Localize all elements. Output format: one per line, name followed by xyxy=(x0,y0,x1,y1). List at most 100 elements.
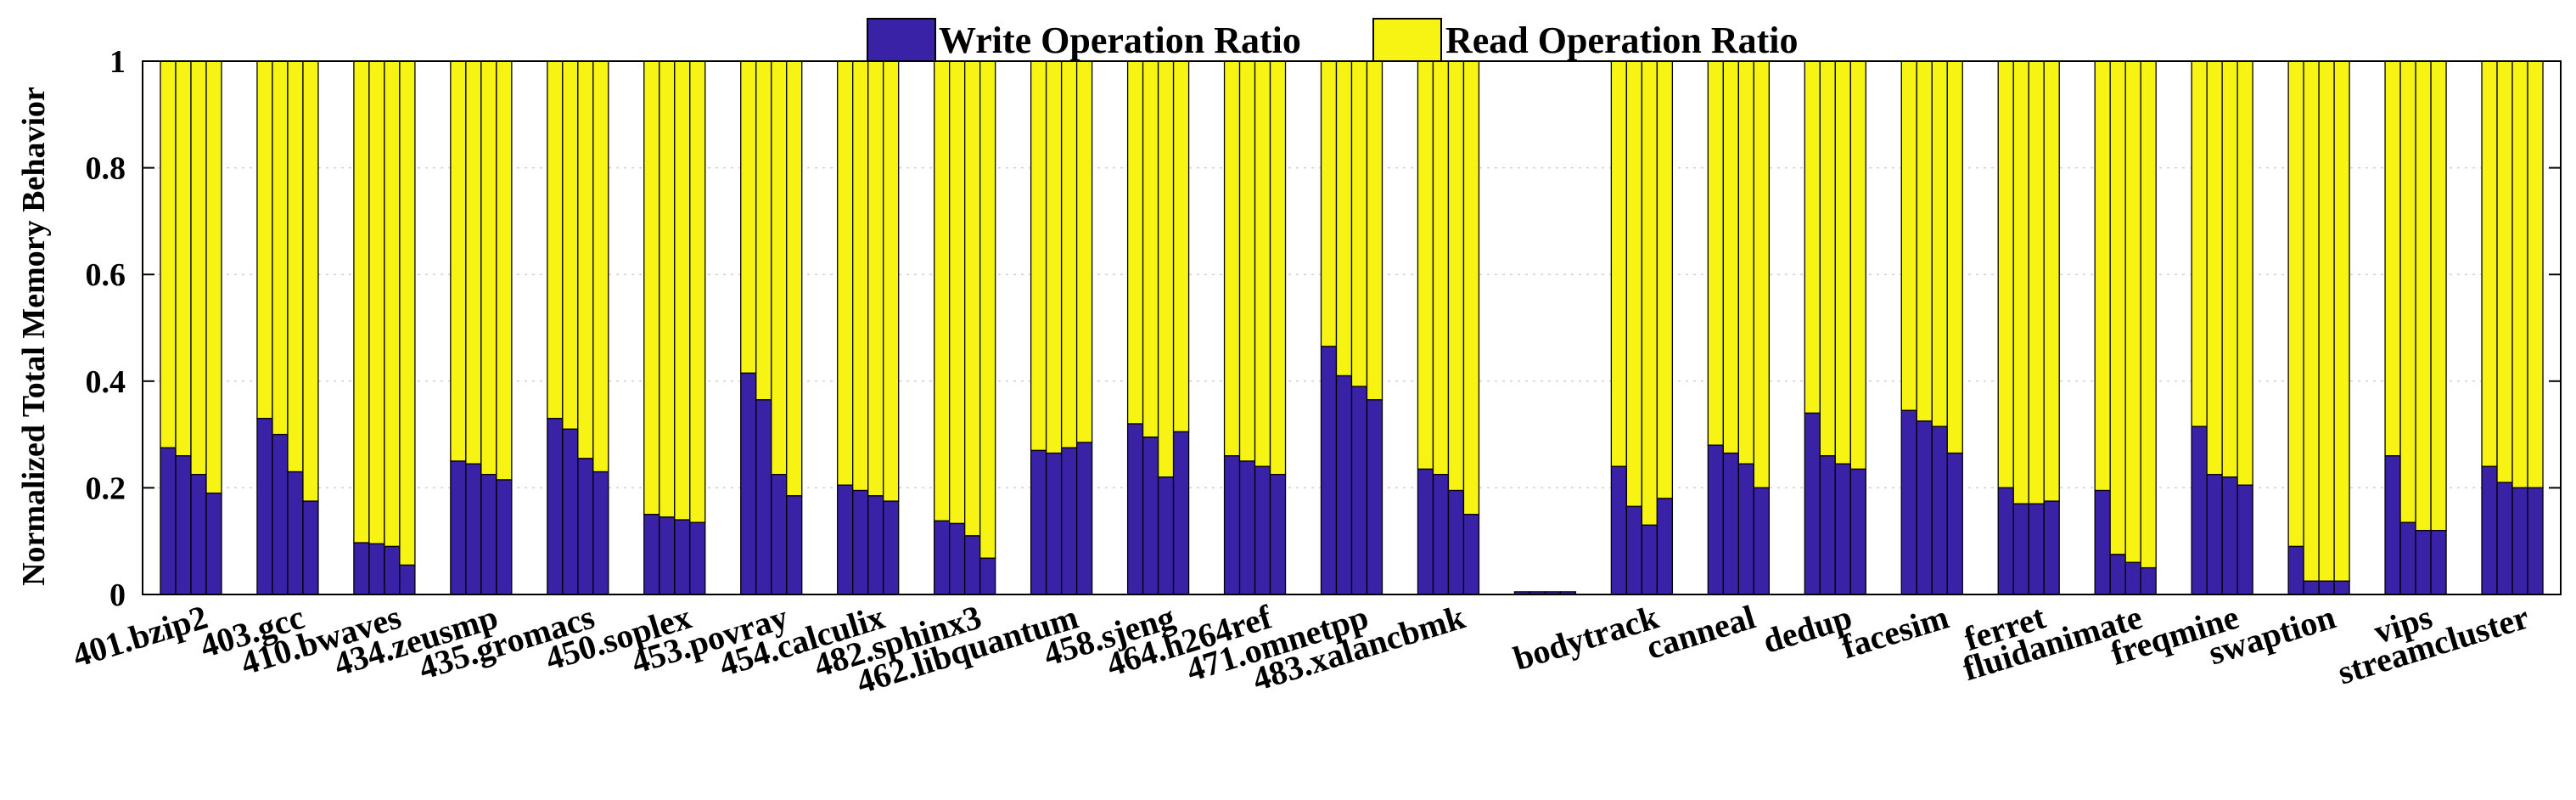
bar-read-segment xyxy=(1656,60,1674,499)
bar-write-segment xyxy=(867,495,884,595)
bar-write-segment xyxy=(852,489,869,595)
x-category-label: canneal xyxy=(1642,598,1759,667)
bar-write-segment xyxy=(2094,489,2111,595)
bar-read-segment xyxy=(2012,60,2029,504)
bar-write-segment xyxy=(205,493,222,595)
bar-write-segment xyxy=(2481,465,2498,595)
bar-write-segment xyxy=(1625,505,1643,595)
legend: Write Operation Ratio Read Operation Rat… xyxy=(867,18,1799,62)
bar-write-segment xyxy=(1447,489,1465,595)
bar-read-segment xyxy=(1223,60,1241,457)
bar-write-segment xyxy=(1269,474,1287,595)
bar-write-segment xyxy=(1254,465,1271,595)
bar-read-segment xyxy=(1030,60,1047,452)
bar-write-segment xyxy=(353,542,370,595)
bar-write-segment xyxy=(547,418,564,595)
bar-read-segment xyxy=(689,60,706,523)
x-category-label: 401.bzip2 xyxy=(68,598,211,675)
bar-read-segment xyxy=(1641,60,1658,527)
bar-write-segment xyxy=(1060,447,1078,595)
bar-write-segment xyxy=(175,455,192,595)
bar-write-segment xyxy=(1834,463,1851,595)
bar-write-segment xyxy=(2496,482,2513,595)
bar-write-segment xyxy=(2318,580,2335,595)
bar-read-segment xyxy=(272,60,289,436)
bar-write-segment xyxy=(465,463,482,595)
bar-write-segment xyxy=(1223,455,1241,595)
bar-write-segment xyxy=(450,460,467,595)
bar-write-segment xyxy=(1075,442,1093,595)
bar-read-segment xyxy=(1753,60,1770,489)
bar-write-segment xyxy=(1417,468,1434,595)
bar-write-segment xyxy=(2221,476,2238,595)
bar-write-segment xyxy=(1737,463,1754,595)
bar-read-segment xyxy=(786,60,803,497)
legend-swatch-read xyxy=(1372,18,1442,62)
bar-read-segment xyxy=(1335,60,1353,377)
bar-write-segment xyxy=(643,514,660,595)
y-tick-label: 0.8 xyxy=(86,151,126,187)
bar-read-segment xyxy=(562,60,579,430)
bar-write-segment xyxy=(1707,444,1724,595)
bar-write-segment xyxy=(592,470,609,595)
bar-read-segment xyxy=(1142,60,1159,438)
bar-read-segment xyxy=(659,60,676,518)
y-tick-labels: 0 0.2 0.4 0.6 0.8 1 xyxy=(86,44,126,613)
bar-read-segment xyxy=(480,60,497,476)
bar-read-segment xyxy=(2236,60,2253,486)
bar-write-segment xyxy=(1320,346,1338,595)
bar-write-segment xyxy=(1157,476,1175,595)
bar-write-segment xyxy=(2236,484,2253,595)
bar-read-segment xyxy=(465,60,482,465)
bar-read-segment xyxy=(2140,60,2157,569)
bar-read-segment xyxy=(1625,60,1643,508)
bar-read-segment xyxy=(205,60,222,494)
bar-read-segment xyxy=(1722,60,1739,454)
y-tick-label: 0.2 xyxy=(86,470,126,506)
bar-write-segment xyxy=(2043,500,2060,595)
bar-write-segment xyxy=(1656,498,1674,595)
bar-write-segment xyxy=(1172,431,1190,595)
bar-write-segment xyxy=(562,428,579,595)
bar-write-segment xyxy=(2109,554,2126,595)
bar-read-segment xyxy=(1238,60,1256,462)
bar-read-segment xyxy=(353,60,370,544)
bar-read-segment xyxy=(883,60,900,502)
bar-read-segment xyxy=(2481,60,2498,467)
bar-write-segment xyxy=(1819,455,1836,595)
bar-read-segment xyxy=(1157,60,1175,478)
bar-read-segment xyxy=(771,60,788,476)
bar-write-segment xyxy=(1432,474,1450,595)
bar-read-segment xyxy=(1610,60,1628,467)
bar-read-segment xyxy=(1849,60,1866,470)
bar-read-segment xyxy=(384,60,401,548)
bar-read-segment xyxy=(1931,60,1948,427)
bar-read-segment xyxy=(2191,60,2208,427)
bar-read-segment xyxy=(2124,60,2141,563)
bar-write-segment xyxy=(659,516,676,595)
bar-read-segment xyxy=(1462,60,1480,515)
bar-write-segment xyxy=(1366,399,1383,595)
bar-read-segment xyxy=(643,60,660,515)
bar-read-segment xyxy=(2496,60,2513,483)
legend-swatch-write xyxy=(867,18,936,62)
bar-write-segment xyxy=(1931,425,1948,595)
bar-write-segment xyxy=(399,564,416,595)
bar-write-segment xyxy=(1916,420,1933,595)
bar-write-segment xyxy=(2430,529,2447,595)
bar-write-segment xyxy=(2384,455,2401,595)
bar-write-segment xyxy=(755,399,772,595)
bar-write-segment xyxy=(1142,437,1159,595)
bar-write-segment xyxy=(2191,425,2208,595)
bar-write-segment xyxy=(2287,545,2304,595)
bar-write-segment xyxy=(771,474,788,595)
bar-read-segment xyxy=(1900,60,1917,411)
bar-write-segment xyxy=(1641,524,1658,595)
bars-layer xyxy=(160,60,2544,595)
bar-write-segment xyxy=(480,474,497,595)
bar-read-segment xyxy=(2384,60,2401,457)
bar-write-segment xyxy=(577,458,594,595)
axes-layer xyxy=(142,60,2562,595)
bar-write-segment xyxy=(160,447,177,595)
bar-write-segment xyxy=(1350,386,1368,595)
